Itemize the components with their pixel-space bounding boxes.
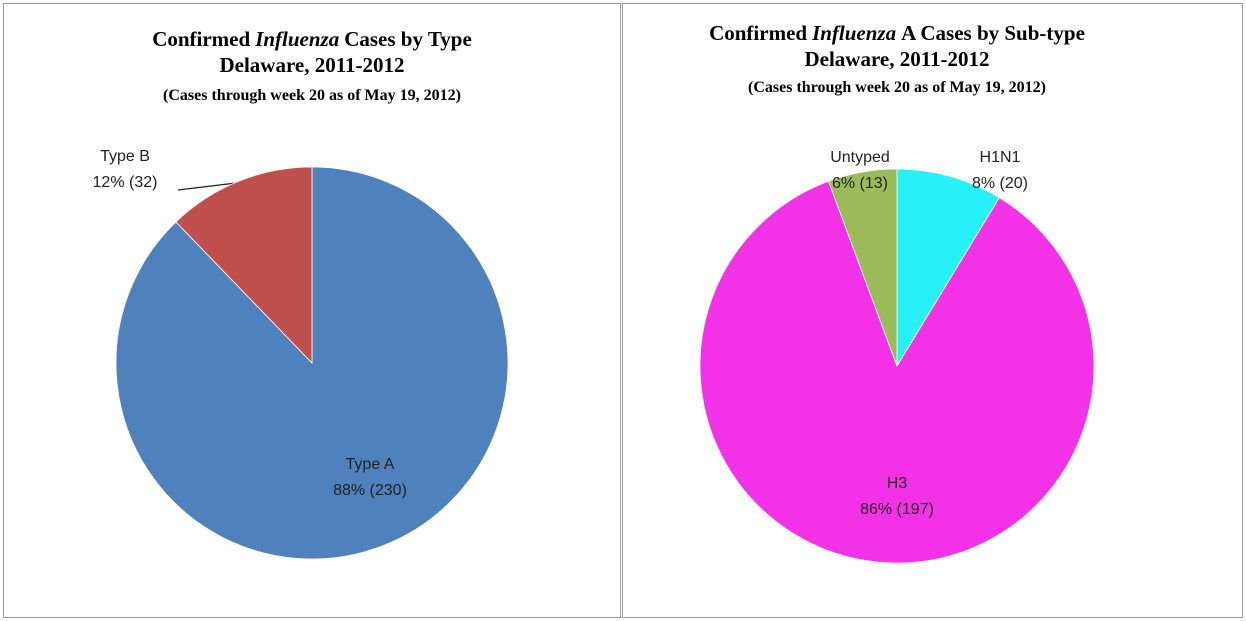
pie-slice (827, 168, 898, 367)
slice-label: Type B (100, 148, 150, 165)
slice-label: H1N1 (980, 149, 1021, 166)
chart-subtitle: Delaware, 2011-2012 (804, 47, 989, 71)
value-label: 8% (20) (972, 175, 1028, 192)
title-part: Influenza (254, 27, 339, 51)
slice-label: Untyped (830, 149, 890, 166)
title-part: Confirmed (709, 21, 807, 45)
value-label: 6% (13) (832, 175, 888, 192)
pie-slice (699, 180, 1095, 564)
slice-label: Type A (346, 456, 395, 473)
leader-line (177, 182, 237, 191)
chart-title: Confirmed Influenza Cases by Type (152, 27, 472, 51)
title-part: Confirmed (152, 27, 250, 51)
chart-subtitle: (Cases through week 20 as of May 19, 201… (748, 79, 1046, 96)
title-part: Cases by Type (344, 27, 472, 51)
chart-subtitle: (Cases through week 20 as of May 19, 201… (163, 87, 461, 104)
panel (3, 3, 621, 618)
pie-slice (896, 168, 1000, 368)
panel (622, 3, 1243, 618)
value-label: 86% (197) (860, 501, 934, 518)
chart-subtitle: Delaware, 2011-2012 (219, 53, 404, 77)
value-label: 88% (230) (333, 482, 407, 499)
value-label: 12% (32) (93, 174, 158, 191)
title-part: Influenza (811, 21, 896, 45)
pie-slice (175, 166, 313, 364)
slice-label: H3 (887, 475, 908, 492)
title-part: A Cases by Sub-type (901, 21, 1085, 45)
chart-title: Confirmed Influenza A Cases by Sub-type (709, 21, 1085, 45)
